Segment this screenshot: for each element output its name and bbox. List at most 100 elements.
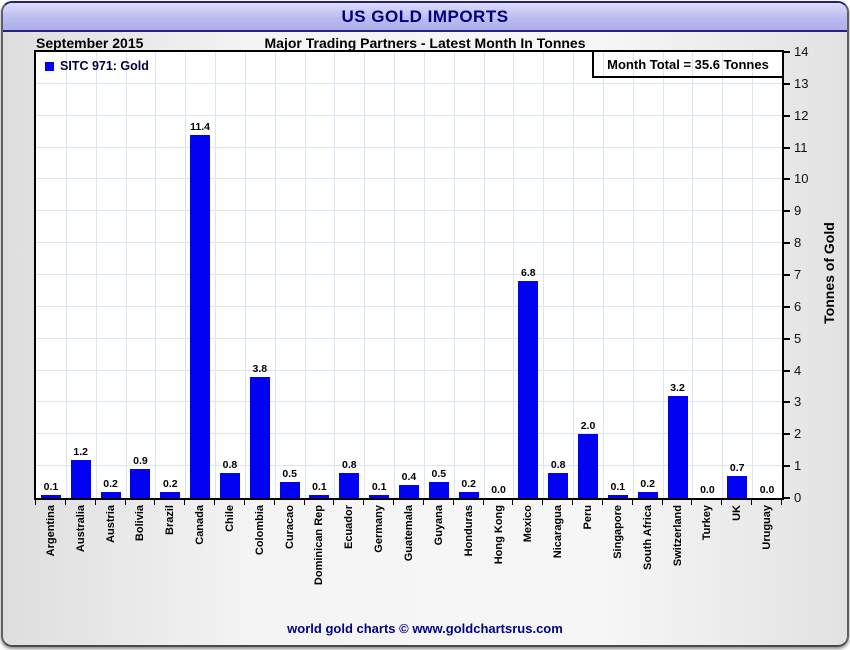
v-gridline	[95, 52, 97, 498]
x-tick-label: Chile	[223, 505, 236, 532]
bar-column: 3.2	[663, 52, 693, 498]
bar-value-label: 0.0	[491, 484, 506, 496]
x-tick-label: Austria	[104, 505, 117, 543]
x-axis-tick	[393, 500, 395, 505]
bar-singapore	[607, 494, 628, 498]
h-gridline	[36, 305, 782, 307]
bar-column: 0.0	[484, 52, 514, 498]
v-gridline	[513, 52, 515, 498]
bar-column: 0.5	[424, 52, 454, 498]
bar-column: 0.2	[155, 52, 185, 498]
x-axis-tick	[184, 500, 186, 505]
y-axis-tick	[784, 497, 790, 499]
x-axis-tick	[751, 500, 753, 505]
x-axis-tick	[422, 500, 424, 505]
v-gridline	[334, 52, 336, 498]
bar-ecuador	[339, 472, 360, 498]
y-tick-label: 7	[794, 267, 802, 282]
bar-south-africa	[637, 491, 658, 498]
y-axis-title: Tonnes of Gold	[809, 163, 849, 383]
h-gridline	[36, 82, 782, 84]
x-axis-tick	[363, 500, 365, 505]
bar-column: 0.4	[394, 52, 424, 498]
h-gridline	[36, 369, 782, 371]
x-tick-label: Turkey	[701, 505, 714, 541]
bar-value-label: 2.0	[580, 420, 596, 433]
x-axis-tick	[154, 500, 156, 505]
v-gridline	[364, 52, 366, 498]
bar-austria	[100, 491, 121, 498]
x-axis-tick	[35, 500, 36, 505]
v-gridline	[274, 52, 276, 498]
v-gridline	[65, 52, 67, 498]
bar-australia	[70, 459, 91, 498]
v-gridline	[752, 52, 754, 498]
v-gridline	[722, 52, 724, 498]
y-tick-label: 3	[794, 394, 802, 410]
x-axis-tick	[452, 500, 454, 505]
period-label: September 2015	[36, 35, 144, 51]
y-tick-label: 2	[794, 426, 802, 442]
x-tick-label: UK	[731, 505, 744, 521]
y-tick-label: 0	[794, 490, 802, 505]
x-tick-label: Singapore	[611, 505, 624, 559]
y-tick-label: 9	[794, 203, 802, 219]
v-gridline	[423, 52, 425, 498]
bar-column: 0.2	[454, 52, 484, 498]
bar-value-label: 0.1	[43, 480, 59, 493]
y-axis-tick	[784, 82, 790, 85]
y-tick-label: 4	[794, 362, 802, 378]
x-axis-tick	[781, 500, 782, 505]
legend: SITC 971: Gold	[45, 59, 149, 73]
y-axis-tick	[784, 305, 790, 308]
x-tick-label: Mexico	[522, 505, 535, 543]
y-axis-tick	[784, 178, 790, 181]
h-gridline	[36, 433, 782, 435]
bar-switzerland	[667, 396, 688, 498]
bar-column: 0.7	[722, 52, 752, 498]
bar-value-label: 0.2	[461, 477, 476, 490]
h-gridline	[36, 178, 782, 180]
x-tick-label: Australia	[74, 505, 87, 553]
bar-honduras	[458, 491, 479, 498]
bar-column: 0.2	[96, 52, 126, 498]
bar-value-label: 3.8	[252, 362, 268, 375]
h-gridline	[36, 146, 782, 148]
x-axis-tick	[512, 500, 514, 505]
v-gridline	[692, 52, 694, 498]
v-gridline	[155, 52, 157, 498]
h-gridline	[36, 242, 782, 244]
bar-nicaragua	[548, 472, 569, 498]
x-tick-label: Germany	[373, 505, 386, 553]
y-axis-tick	[784, 274, 790, 276]
bar-value-label: 0.2	[103, 477, 118, 490]
bar-germany	[369, 494, 390, 498]
bar-value-label: 0.8	[341, 458, 357, 471]
month-total-text: Month Total = 35.6 Tonnes	[607, 56, 769, 72]
bar-column: 0.1	[364, 52, 394, 498]
chart-subtitle: Major Trading Partners - Latest Month In…	[264, 35, 586, 51]
bar-column: 6.8	[513, 52, 543, 498]
x-tick-label: Argentina	[44, 505, 57, 557]
x-axis-tick	[661, 500, 663, 505]
bar-column: 0.1	[36, 52, 66, 498]
v-gridline	[125, 52, 127, 498]
bar-column: 11.4	[185, 52, 215, 498]
x-axis-tick	[721, 500, 723, 505]
x-tick-label: Uruguay	[761, 505, 774, 550]
y-axis-tick	[784, 401, 790, 404]
v-gridline	[483, 52, 485, 498]
credit-link[interactable]: world gold charts © www.goldchartsrus.co…	[287, 621, 563, 636]
x-axis-tick	[124, 500, 126, 505]
legend-swatch-icon	[45, 61, 54, 71]
bar-value-label: 6.8	[521, 267, 536, 280]
v-gridline	[602, 52, 604, 498]
bar-bolivia	[130, 469, 151, 498]
x-axis-tick	[542, 500, 544, 505]
month-total-annotation-box: Month Total = 35.6 Tonnes	[592, 52, 782, 78]
y-tick-label: 5	[794, 330, 802, 346]
bar-value-label: 11.4	[190, 120, 211, 133]
x-axis-tick	[601, 500, 603, 505]
